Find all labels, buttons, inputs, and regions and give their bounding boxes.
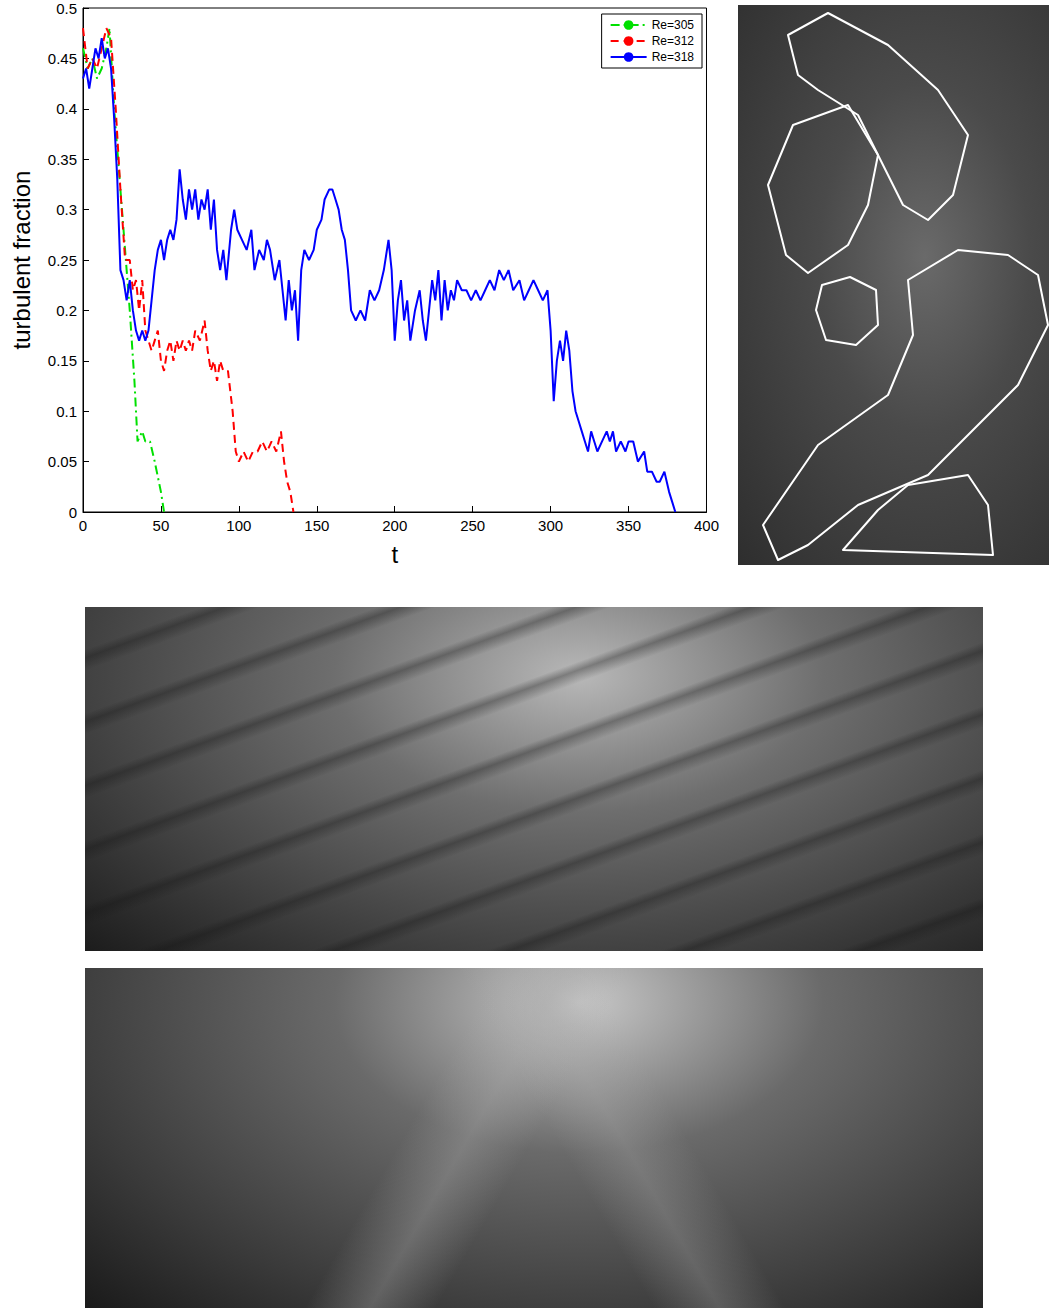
- svg-text:t: t: [391, 541, 398, 568]
- svg-text:0: 0: [79, 517, 87, 534]
- svg-text:0.3: 0.3: [56, 201, 77, 218]
- svg-text:0.1: 0.1: [56, 403, 77, 420]
- svg-text:0.15: 0.15: [48, 352, 77, 369]
- svg-text:turbulent fraction: turbulent fraction: [8, 171, 35, 350]
- svg-text:0.2: 0.2: [56, 302, 77, 319]
- svg-text:0.05: 0.05: [48, 453, 77, 470]
- svg-text:100: 100: [226, 517, 251, 534]
- svg-text:0.4: 0.4: [56, 100, 77, 117]
- svg-text:50: 50: [153, 517, 170, 534]
- svg-text:0: 0: [69, 504, 77, 521]
- svg-text:0.35: 0.35: [48, 151, 77, 168]
- svg-text:0.5: 0.5: [56, 0, 77, 17]
- svg-text:250: 250: [460, 517, 485, 534]
- svg-text:150: 150: [304, 517, 329, 534]
- svg-text:0.45: 0.45: [48, 50, 77, 67]
- svg-text:0.25: 0.25: [48, 252, 77, 269]
- svg-text:200: 200: [382, 517, 407, 534]
- svg-text:Re=305: Re=305: [652, 18, 695, 32]
- svg-text:350: 350: [616, 517, 641, 534]
- svg-text:400: 400: [694, 517, 719, 534]
- svg-text:Re=312: Re=312: [652, 34, 695, 48]
- svg-text:300: 300: [538, 517, 563, 534]
- svg-text:Re=318: Re=318: [652, 50, 695, 64]
